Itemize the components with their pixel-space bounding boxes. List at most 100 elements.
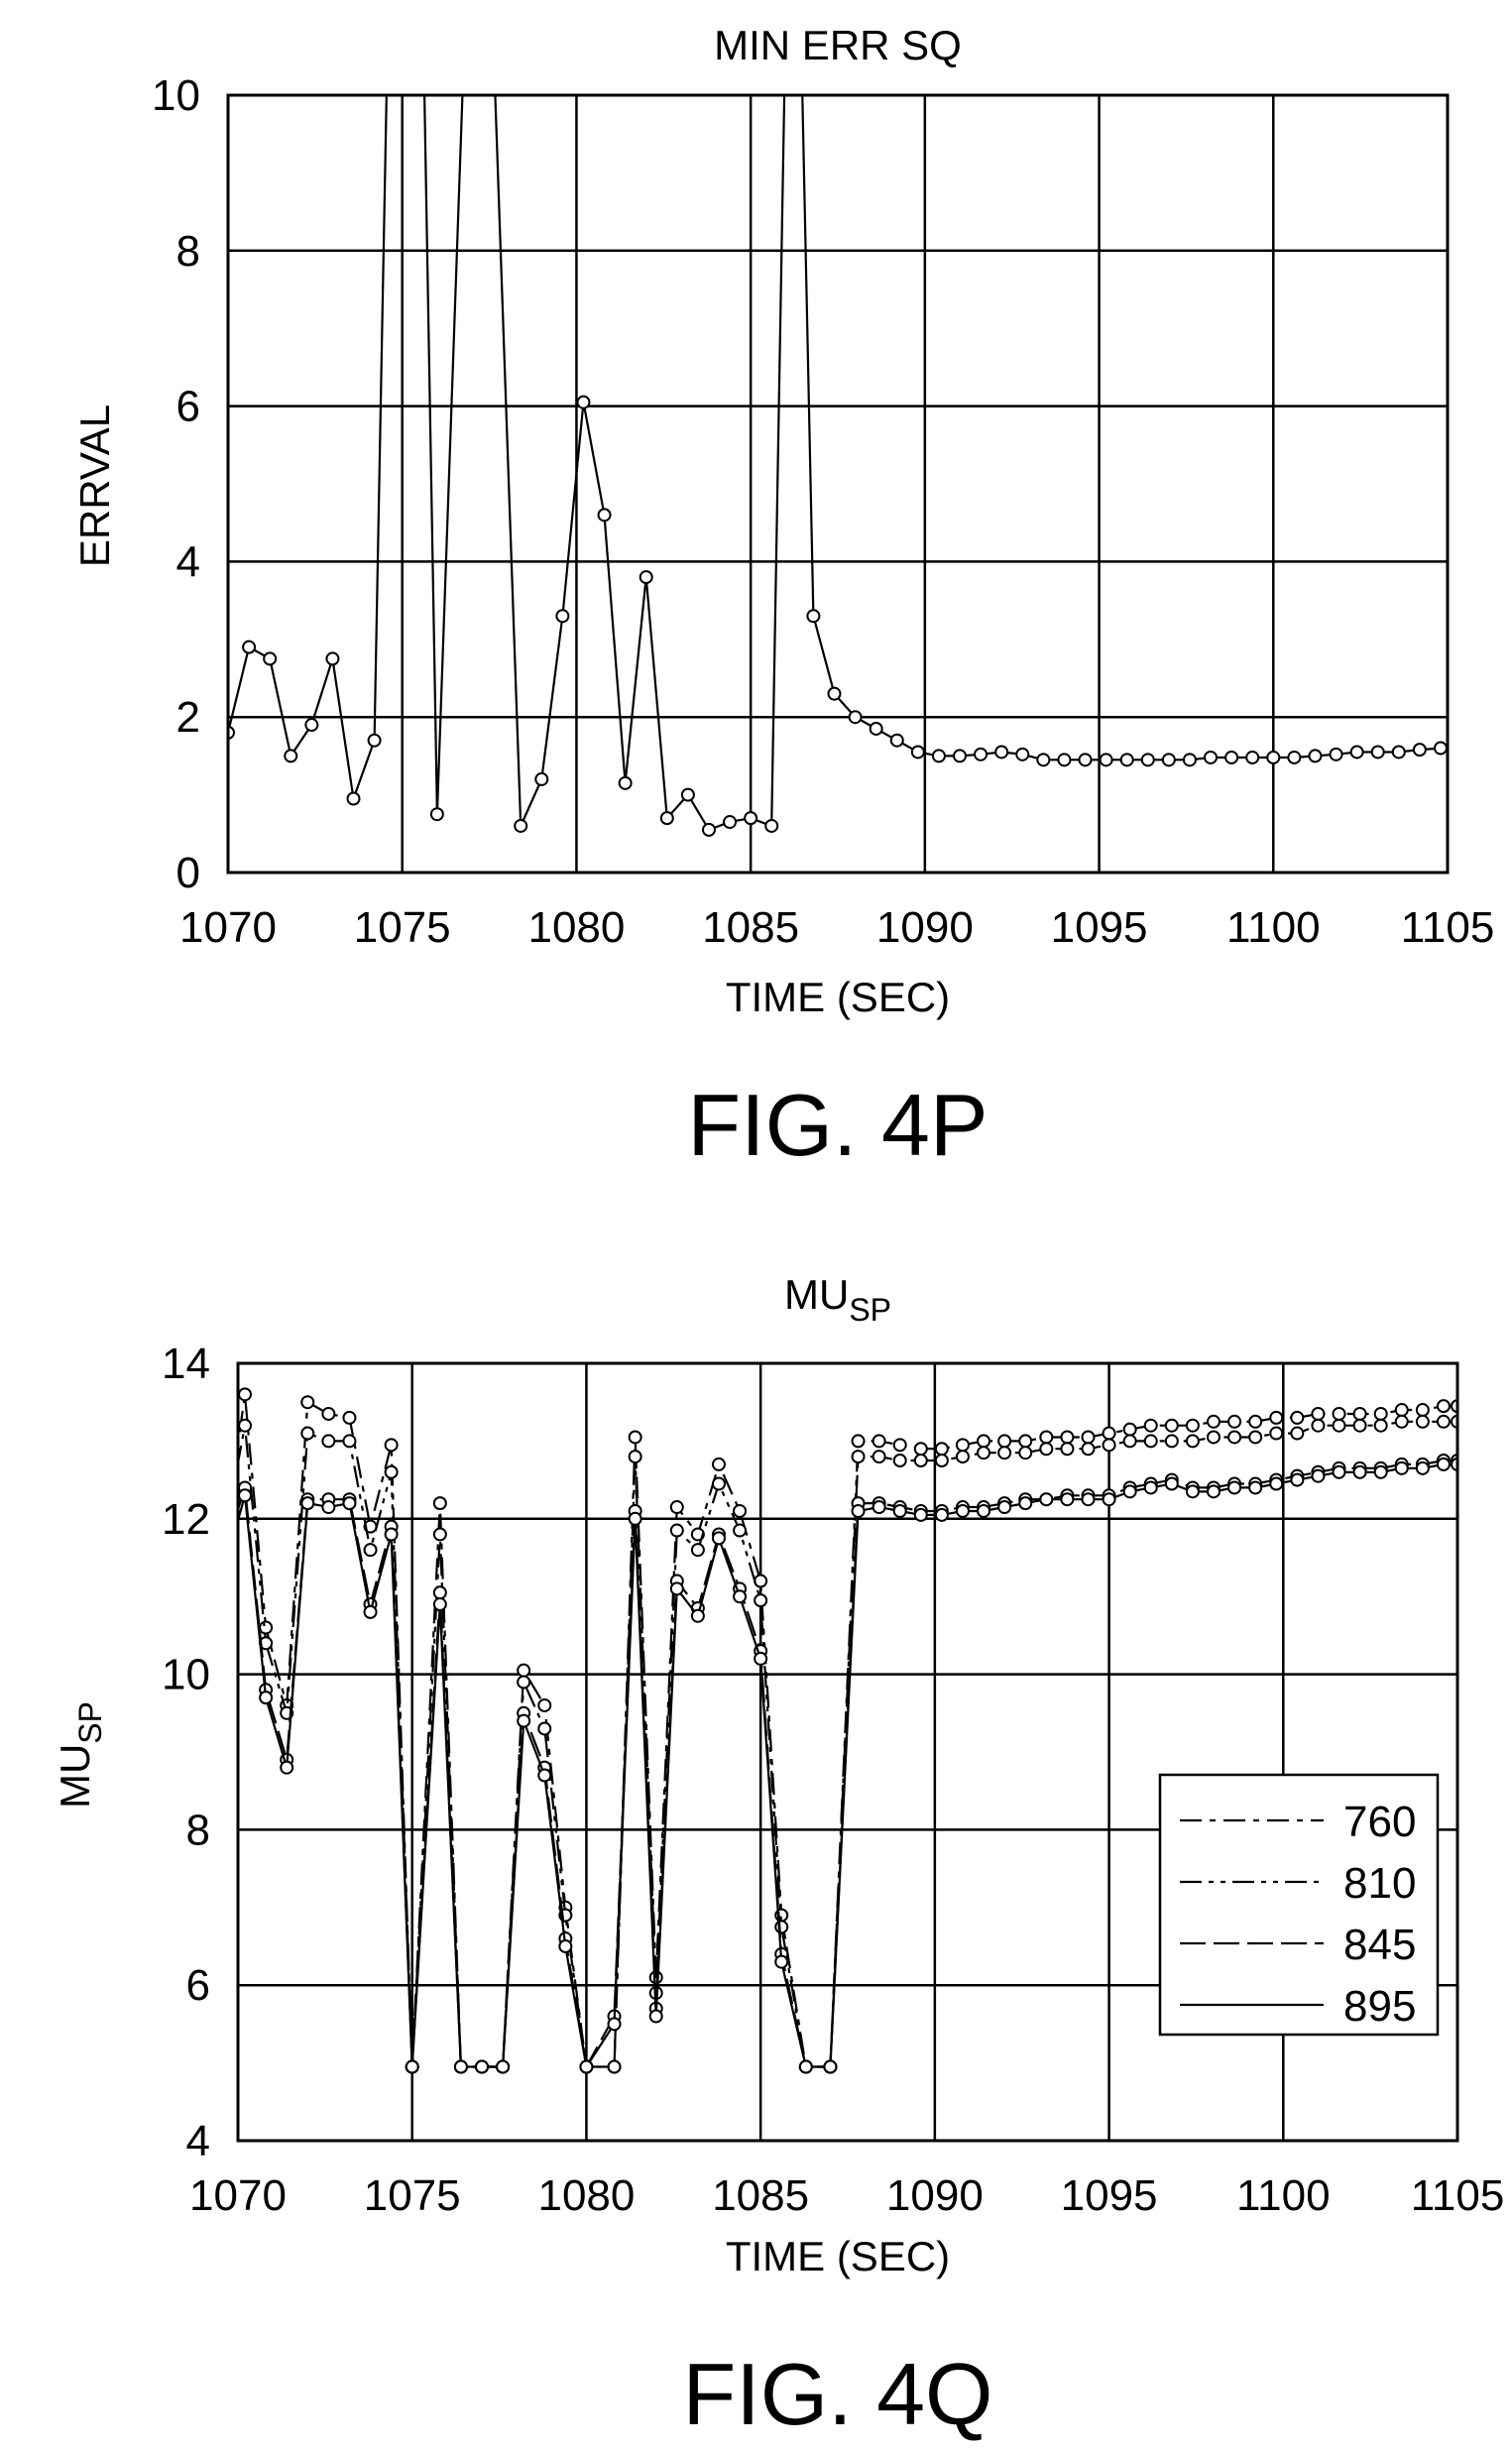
chart-2-x-tick-label: 1100: [1236, 2171, 1331, 2220]
chart-2-data-point: [1269, 1476, 1284, 1491]
chart-2-data-point: [1436, 1414, 1451, 1429]
chart-2-data-point: [754, 1593, 768, 1608]
chart-2-data-point: [537, 1768, 552, 1783]
chart-2-y-tick-label: 8: [186, 1806, 210, 1854]
chart-2-data-point: [321, 1406, 336, 1421]
chart-2-data-point: [517, 1663, 531, 1678]
chart-4p-figure-label: FIG. 4P: [687, 1076, 988, 1174]
chart-2-data-point: [955, 1503, 970, 1518]
chart-1-data-point: [242, 640, 257, 654]
chart-2-x-tick-label: 1070: [189, 2171, 287, 2220]
chart-2-data-point: [1185, 1434, 1200, 1449]
chart-1-data-point: [534, 771, 549, 786]
chart-1-data-point: [1433, 741, 1448, 756]
chart-1-data-point: [910, 745, 925, 759]
chart-1-series-line: [228, 95, 1448, 832]
chart-2-data-point: [342, 1496, 357, 1511]
chart-2-data-point: [1060, 1442, 1075, 1457]
chart-1-data-point: [1161, 753, 1176, 767]
chart-2-data-point: [1332, 1406, 1346, 1421]
chart-2-data-point: [259, 1620, 274, 1635]
chart-2-data-point: [1227, 1480, 1242, 1495]
chart-1-data-point: [576, 395, 591, 409]
chart-2-data-point: [1207, 1484, 1221, 1499]
chart-2-data-point: [1207, 1430, 1221, 1445]
chart-2-data-point: [934, 1454, 949, 1467]
chart-2-data-point: [1039, 1442, 1054, 1457]
chart-2-data-point: [259, 1691, 274, 1705]
chart-1-data-point: [764, 818, 779, 833]
chart-2-data-point: [238, 1418, 253, 1433]
chart-2-data-point: [913, 1442, 928, 1457]
chart-2-data-point: [913, 1454, 928, 1467]
chart-4q-y-axis-label: MUSP: [52, 1701, 108, 1809]
chart-1-x-tick-label: 1100: [1226, 903, 1321, 952]
chart-2-data-point: [1018, 1446, 1033, 1460]
chart-1-data-point: [1266, 750, 1281, 764]
chart-4q-series-group: [221, 1387, 1457, 2074]
chart-2-data-point: [1290, 1410, 1305, 1425]
chart-2-data-point: [1185, 1484, 1200, 1499]
chart-2-data-point: [892, 1503, 907, 1518]
chart-2-data-point: [955, 1438, 970, 1453]
chart-4q: MUSP 1070 1075 1080 1085 1090 1095 1100 1105 46…: [52, 1271, 1504, 2443]
chart-2-data-point: [955, 1450, 970, 1464]
chart-1-data-point: [1455, 743, 1467, 755]
chart-1-data-point: [806, 609, 821, 624]
chart-2-data-point: [280, 1760, 294, 1775]
chart-1-data-point: [1329, 747, 1343, 761]
chart-2-data-point: [1311, 1418, 1326, 1433]
chart-2-data-point: [733, 1589, 748, 1604]
chart-2-data-point: [1164, 1476, 1179, 1491]
chart-2-data-point: [238, 1488, 253, 1503]
chart-4p-y-tick-labels: 0 2 4 6 8 10: [152, 71, 200, 897]
chart-1-data-point: [1308, 749, 1323, 763]
chart-2-data-point: [754, 1651, 768, 1666]
chart-2-x-tick-label: 1085: [712, 2171, 809, 2220]
chart-2-data-point: [221, 1552, 233, 1564]
chart-2-data-point: [1081, 1442, 1096, 1457]
chart-2-data-point: [1018, 1434, 1033, 1449]
chart-1-data-point: [827, 686, 842, 701]
chart-2-data-point: [1039, 1430, 1054, 1445]
chart-2-data-point: [432, 1527, 447, 1542]
chart-2-data-point: [851, 1434, 866, 1449]
chart-2-data-point: [711, 1476, 726, 1491]
chart-2-data-point: [384, 1464, 399, 1479]
chart-2-data-point: [1415, 1403, 1430, 1418]
chart-4q-y-axis-label-main: MU: [52, 1744, 98, 1809]
chart-2-data-point: [1081, 1492, 1096, 1507]
chart-2-data-point: [221, 1513, 233, 1525]
chart-2-data-point: [934, 1507, 949, 1522]
chart-2-data-point: [913, 1507, 928, 1522]
chart-2-data-point: [1122, 1484, 1137, 1499]
chart-4q-figure-label: FIG. 4Q: [683, 2345, 993, 2443]
chart-2-data-point: [851, 1503, 866, 1518]
chart-4p-x-tick-labels: 1070 1075 1080 1085 1090 1095 1100 1105: [179, 903, 1494, 952]
chart-2-data-point: [300, 1426, 315, 1441]
chart-2-series-895: [221, 1457, 1457, 2074]
chart-4q-x-tick-labels: 1070 1075 1080 1085 1090 1095 1100 1105: [189, 2171, 1504, 2220]
chart-1-data-point: [848, 710, 863, 725]
chart-2-data-point: [892, 1438, 907, 1453]
chart-1-data-point: [974, 747, 989, 761]
chart-1-data-point: [659, 811, 674, 826]
chart-2-data-point: [733, 1503, 748, 1518]
chart-4q-gridlines: [238, 1363, 1457, 2141]
chart-2-data-point: [1394, 1460, 1409, 1475]
chart-2-data-point: [1415, 1460, 1430, 1475]
chart-1-data-point: [1204, 750, 1219, 764]
chart-1-data-point: [325, 651, 340, 666]
chart-2-data-point: [1332, 1464, 1346, 1479]
chart-2-data-point: [977, 1503, 991, 1518]
chart-1-data-point: [1370, 745, 1385, 759]
chart-1-y-tick-label: 10: [152, 71, 200, 120]
chart-2-data-point: [977, 1434, 991, 1449]
chart-2-data-point: [851, 1450, 866, 1464]
chart-1-data-point: [994, 745, 1009, 759]
chart-2-x-tick-label: 1090: [886, 2171, 984, 2220]
chart-4p-y-axis-label: ERRVAL: [71, 405, 118, 567]
chart-2-data-point: [1352, 1418, 1367, 1433]
chart-1-data-point: [284, 749, 298, 763]
chart-2-data-point: [1248, 1430, 1263, 1445]
